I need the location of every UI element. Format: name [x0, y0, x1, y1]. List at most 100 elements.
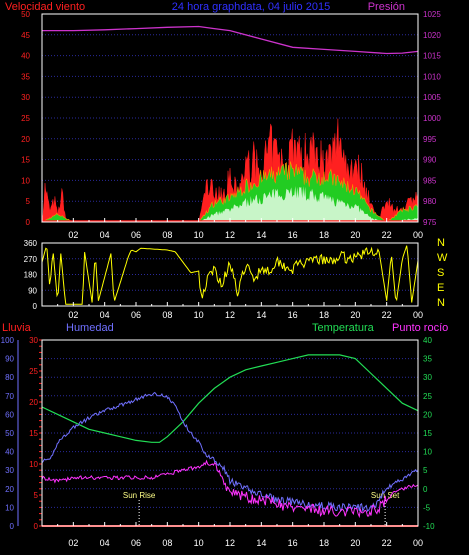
- humidity-axis-title: Humedad: [66, 322, 114, 334]
- x-tick-label: 10: [194, 310, 204, 320]
- temperature-tick-label: 5: [423, 466, 428, 475]
- x-tick-label: 08: [162, 230, 172, 240]
- temperature-tick-label: 20: [423, 410, 432, 419]
- right-tick-label: 990: [423, 156, 437, 165]
- left-tick-label: 35: [21, 72, 30, 81]
- x-tick-label: 00: [413, 310, 423, 320]
- rain-tick-label: 20: [29, 398, 38, 407]
- compass-label: E: [437, 282, 444, 294]
- average-wind-series: [42, 186, 418, 222]
- x-tick-label: 16: [288, 230, 298, 240]
- wind-direction-series: [41, 245, 419, 305]
- compass-label: N: [437, 297, 445, 309]
- temperature-tick-label: 0: [423, 485, 428, 494]
- direction-tick-label: 180: [24, 271, 38, 280]
- direction-tick-label: 360: [24, 239, 38, 248]
- graph-title: 24 hora graphdata, 04 julio 2015: [172, 1, 330, 13]
- x-tick-label: 20: [350, 230, 360, 240]
- x-tick-label: 16: [288, 538, 298, 548]
- humidity-tick-label: 60: [5, 410, 14, 419]
- wind-pressure-chart: 0510152025303540455097598098599099510001…: [21, 10, 441, 240]
- rain-axis-title: Lluvia: [2, 322, 32, 334]
- humidity-tick-label: 80: [5, 373, 14, 382]
- temperature-axis-title: Temperatura: [312, 322, 375, 334]
- pressure-axis-title: Presión: [368, 1, 405, 13]
- x-tick-label: 04: [100, 230, 110, 240]
- temperature-tick-label: -10: [423, 522, 435, 531]
- x-tick-label: 06: [131, 230, 141, 240]
- right-tick-label: 980: [423, 197, 437, 206]
- left-tick-label: 40: [21, 52, 30, 61]
- left-tick-label: 0: [26, 218, 31, 227]
- x-tick-label: 20: [350, 538, 360, 548]
- compass-label: N: [437, 237, 445, 249]
- compass-label: W: [437, 252, 448, 264]
- sun-annotation: Sun Set: [371, 491, 400, 500]
- x-tick-label: 18: [319, 538, 329, 548]
- x-tick-label: 22: [382, 230, 392, 240]
- x-tick-label: 00: [413, 230, 423, 240]
- temperature-tick-label: 25: [423, 392, 432, 401]
- direction-tick-label: 270: [24, 255, 38, 264]
- x-tick-label: 12: [225, 310, 235, 320]
- right-tick-label: 1010: [423, 72, 441, 81]
- x-tick-label: 16: [288, 310, 298, 320]
- x-tick-label: 02: [68, 538, 78, 548]
- right-tick-label: 995: [423, 135, 437, 144]
- temperature-tick-label: 30: [423, 373, 432, 382]
- rain-tick-label: 25: [29, 367, 38, 376]
- wind-speed-axis-title: Velocidad viento: [5, 1, 85, 13]
- x-tick-label: 08: [162, 310, 172, 320]
- plot-frame: [41, 339, 419, 527]
- temperature-tick-label: 15: [423, 429, 432, 438]
- humidity-tick-label: 20: [5, 485, 14, 494]
- dewpoint-axis-title: Punto rocío: [392, 322, 448, 334]
- direction-tick-label: 0: [33, 302, 38, 311]
- temperature-tick-label: -5: [423, 503, 431, 512]
- rain-tick-label: 0: [34, 522, 39, 531]
- pressure-series: [42, 25, 419, 55]
- humidity-tick-label: 0: [10, 522, 15, 531]
- left-tick-label: 20: [21, 135, 30, 144]
- sun-annotation: Sun Rise: [123, 491, 156, 500]
- x-tick-label: 06: [131, 310, 141, 320]
- left-tick-label: 50: [21, 10, 30, 19]
- right-tick-label: 1000: [423, 114, 441, 123]
- rain-tick-label: 10: [29, 460, 38, 469]
- temperature-series: [41, 354, 419, 443]
- x-tick-label: 14: [256, 230, 266, 240]
- humidity-tick-label: 40: [5, 448, 14, 457]
- x-tick-label: 12: [225, 538, 235, 548]
- x-tick-label: 02: [68, 230, 78, 240]
- right-tick-label: 985: [423, 176, 437, 185]
- left-tick-label: 45: [21, 31, 30, 40]
- rain-tick-label: 15: [29, 429, 38, 438]
- humidity-series: [41, 391, 419, 513]
- x-tick-label: 04: [100, 310, 110, 320]
- temperature-tick-label: 10: [423, 448, 432, 457]
- rain-tick-label: 5: [34, 491, 39, 500]
- left-tick-label: 10: [21, 176, 30, 185]
- x-tick-label: 10: [194, 230, 204, 240]
- left-tick-label: 30: [21, 93, 30, 102]
- left-tick-label: 15: [21, 156, 30, 165]
- right-tick-label: 1020: [423, 31, 441, 40]
- rain-tick-label: 30: [29, 336, 38, 345]
- x-tick-label: 18: [319, 230, 329, 240]
- x-tick-label: 22: [382, 538, 392, 548]
- x-tick-label: 20: [350, 310, 360, 320]
- humidity-tick-label: 10: [5, 503, 14, 512]
- right-tick-label: 1025: [423, 10, 441, 19]
- humidity-tick-label: 30: [5, 466, 14, 475]
- direction-tick-label: 90: [28, 286, 37, 295]
- humidity-tick-label: 100: [1, 336, 15, 345]
- x-tick-label: 02: [68, 310, 78, 320]
- x-tick-label: 10: [194, 538, 204, 548]
- x-tick-label: 06: [131, 538, 141, 548]
- left-tick-label: 5: [26, 197, 31, 206]
- x-tick-label: 22: [382, 310, 392, 320]
- x-tick-label: 12: [225, 230, 235, 240]
- x-tick-label: 08: [162, 538, 172, 548]
